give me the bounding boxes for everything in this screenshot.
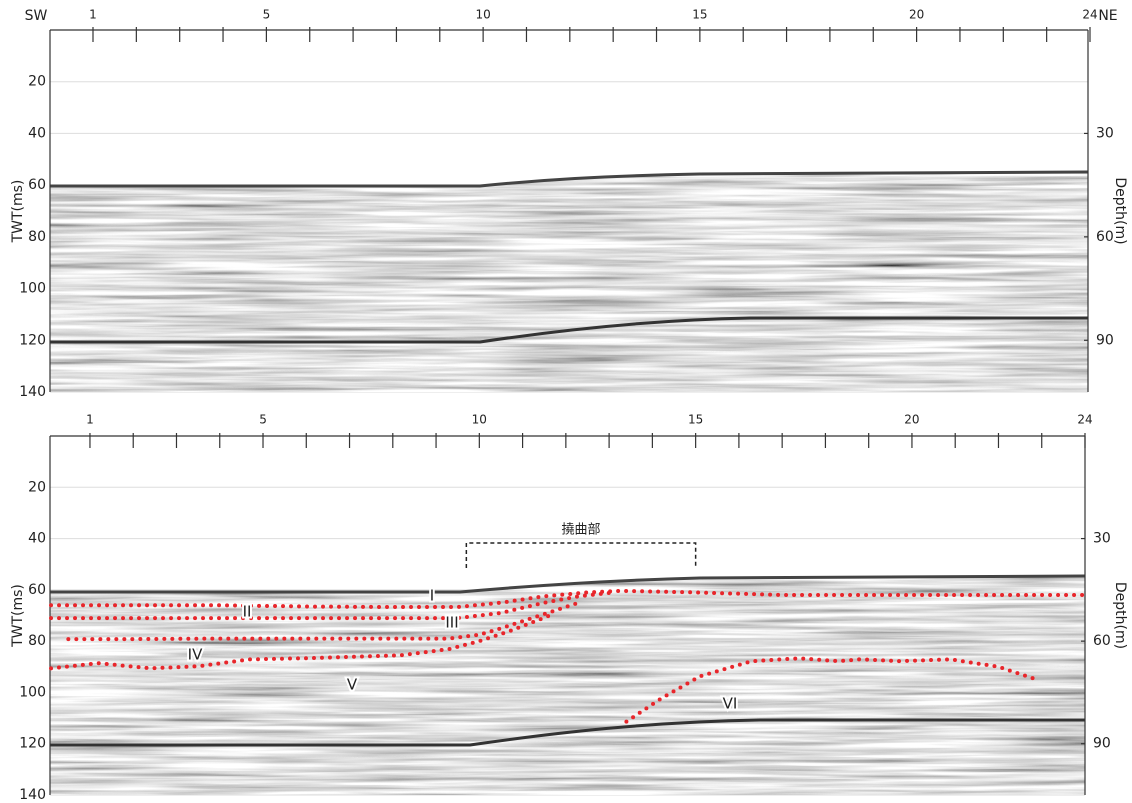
y-tick-label: 40 [28, 125, 46, 141]
y2-tick-label: 30 [1096, 125, 1114, 141]
y-tick-label: 60 [28, 582, 46, 598]
seismic-section [50, 436, 1085, 795]
y2-tick-label: 90 [1093, 736, 1111, 752]
horizon-label: VI [723, 695, 738, 713]
y-tick-label: 20 [28, 479, 46, 495]
seismic-figure: 151015202420406080100120140306090TWT(ms)… [0, 0, 1132, 803]
y2-tick-label: 60 [1093, 633, 1111, 649]
x-tick-label: 10 [472, 413, 487, 427]
y2-tick-label: 90 [1096, 332, 1114, 348]
y-tick-label: 100 [19, 281, 46, 297]
x-tick-label: 24 [1077, 413, 1092, 427]
horizon-label: I [430, 587, 434, 605]
y-tick-label: 80 [28, 229, 46, 245]
x-tick-label: 5 [263, 8, 271, 22]
y2-axis-title: Depth(m) [1112, 177, 1128, 244]
seismic-section [50, 30, 1088, 392]
horizon-label: II [243, 603, 252, 621]
y-tick-label: 60 [28, 177, 46, 193]
horizon-label: III [445, 614, 458, 632]
horizon-label: V [347, 676, 358, 694]
x-tick-label: 15 [688, 413, 703, 427]
x-tick-label: 1 [89, 8, 97, 22]
x-tick-label: 24 [1082, 8, 1097, 22]
flexure-label: 撓曲部 [561, 523, 600, 538]
y-axis-title: TWT(ms) [10, 180, 26, 244]
y-tick-label: 120 [19, 736, 46, 752]
x-tick-label: 20 [909, 8, 924, 22]
y-tick-label: 140 [19, 384, 46, 400]
y-tick-label: 140 [19, 787, 46, 803]
x-tick-label: 1 [86, 413, 94, 427]
y2-tick-label: 30 [1093, 531, 1111, 547]
direction-label: NE [1098, 8, 1117, 24]
y-tick-label: 20 [28, 74, 46, 90]
y-tick-label: 100 [19, 684, 46, 700]
y-axis-title: TWT(ms) [10, 584, 26, 648]
x-tick-label: 5 [259, 413, 267, 427]
y-tick-label: 120 [19, 332, 46, 348]
y2-tick-label: 60 [1096, 229, 1114, 245]
y2-axis-title: Depth(m) [1112, 582, 1128, 649]
y-tick-label: 80 [28, 633, 46, 649]
x-tick-label: 10 [475, 8, 490, 22]
direction-label: SW [25, 8, 48, 24]
x-tick-label: 15 [692, 8, 707, 22]
y-tick-label: 40 [28, 531, 46, 547]
flexure-bracket [466, 543, 695, 568]
x-tick-label: 20 [904, 413, 919, 427]
horizon-label: IV [188, 646, 203, 664]
